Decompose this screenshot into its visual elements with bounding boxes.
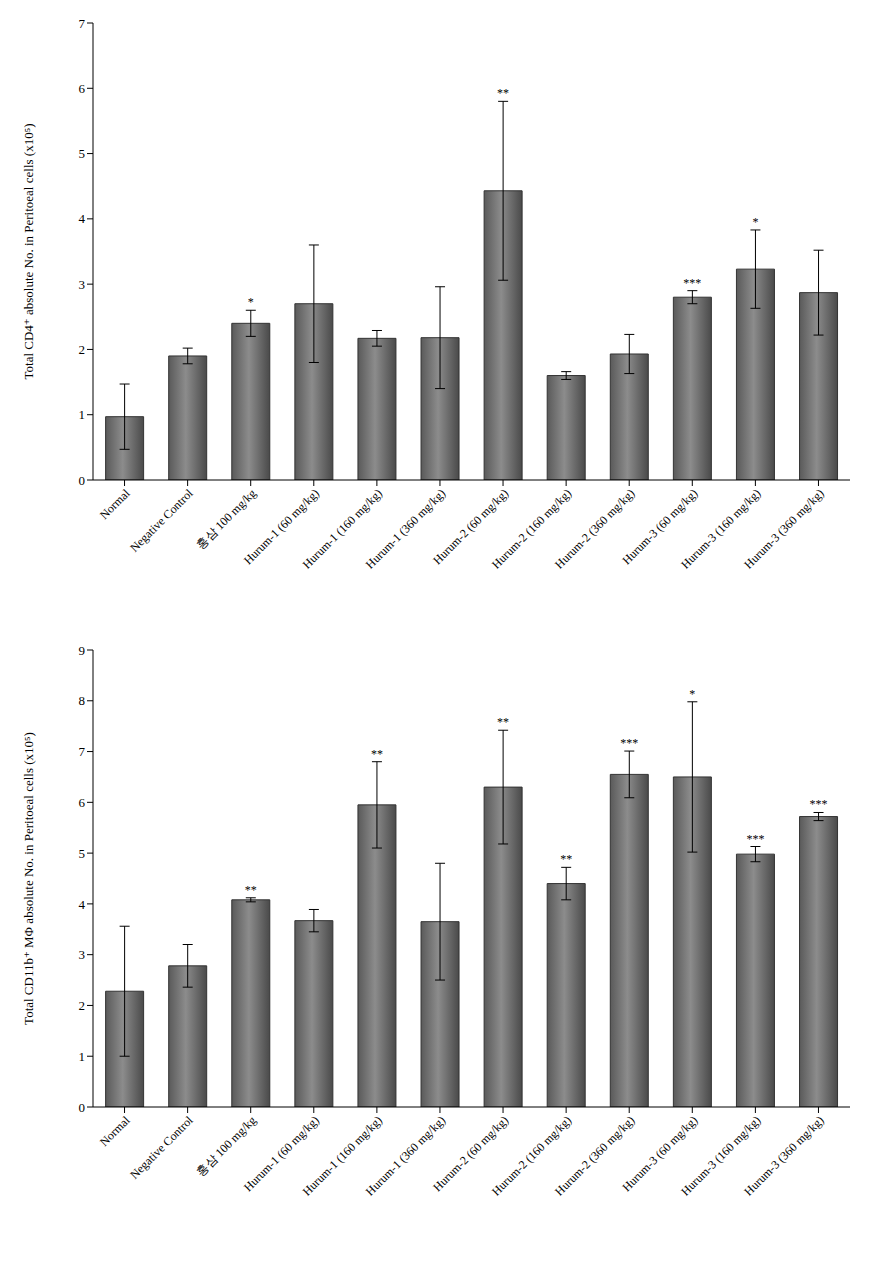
svg-text:1: 1 <box>79 1049 86 1064</box>
svg-text:Hurum-1 (160 mg/kg): Hurum-1 (160 mg/kg) <box>299 1113 385 1199</box>
svg-text:홍삼 100 mg/kg: 홍삼 100 mg/kg <box>193 1113 259 1179</box>
svg-text:Hurum-2 (160 mg/kg): Hurum-2 (160 mg/kg) <box>489 1113 575 1199</box>
svg-text:Hurum-3 (60 mg/kg): Hurum-3 (60 mg/kg) <box>619 486 701 568</box>
svg-text:7: 7 <box>79 16 86 31</box>
svg-text:2: 2 <box>79 998 86 1013</box>
svg-text:0: 0 <box>79 473 86 488</box>
svg-text:Normal: Normal <box>97 1113 133 1149</box>
svg-text:Negative Control: Negative Control <box>127 1113 196 1182</box>
svg-text:2: 2 <box>79 342 86 357</box>
svg-text:Hurum-1 (60 mg/kg): Hurum-1 (60 mg/kg) <box>240 1113 322 1195</box>
svg-text:5: 5 <box>79 846 86 861</box>
svg-text:**: ** <box>497 86 509 100</box>
svg-text:4: 4 <box>79 897 86 912</box>
svg-text:Hurum-2 (360 mg/kg): Hurum-2 (360 mg/kg) <box>552 486 638 572</box>
svg-text:Hurum-3 (360 mg/kg): Hurum-3 (360 mg/kg) <box>741 486 826 571</box>
svg-text:0: 0 <box>79 1100 86 1115</box>
svg-text:**: ** <box>560 852 572 866</box>
svg-text:6: 6 <box>79 81 86 96</box>
svg-text:Hurum-2 (60 mg/kg): Hurum-2 (60 mg/kg) <box>430 486 512 568</box>
svg-text:Negative Control: Negative Control <box>127 486 196 555</box>
svg-text:6: 6 <box>79 795 86 810</box>
svg-text:Hurum-3 (360 mg/kg): Hurum-3 (360 mg/kg) <box>741 1113 826 1198</box>
svg-text:Hurum-3 (160 mg/kg): Hurum-3 (160 mg/kg) <box>678 486 764 572</box>
svg-text:9: 9 <box>79 643 86 658</box>
svg-text:Total CD11b⁺ MΦ absolute No. i: Total CD11b⁺ MΦ absolute No. in Peritoea… <box>21 732 36 1025</box>
svg-text:8: 8 <box>79 693 86 708</box>
svg-text:Hurum-3 (60 mg/kg): Hurum-3 (60 mg/kg) <box>619 1113 701 1195</box>
svg-text:*: * <box>752 215 758 229</box>
svg-text:1: 1 <box>79 407 86 422</box>
svg-text:*: * <box>248 295 254 309</box>
svg-text:Hurum-2 (160 mg/kg): Hurum-2 (160 mg/kg) <box>489 486 575 572</box>
svg-text:3: 3 <box>79 947 86 962</box>
svg-text:***: *** <box>620 736 638 750</box>
svg-text:Hurum-2 (60 mg/kg): Hurum-2 (60 mg/kg) <box>430 1113 512 1195</box>
svg-text:5: 5 <box>79 146 86 161</box>
svg-text:***: *** <box>810 797 828 811</box>
svg-text:7: 7 <box>79 744 86 759</box>
svg-text:Hurum-1 (60 mg/kg): Hurum-1 (60 mg/kg) <box>240 486 322 568</box>
svg-text:Hurum-2 (360 mg/kg): Hurum-2 (360 mg/kg) <box>552 1113 638 1199</box>
svg-text:홍삼 100 mg/kg: 홍삼 100 mg/kg <box>193 486 259 552</box>
svg-text:**: ** <box>245 883 257 897</box>
svg-text:**: ** <box>371 747 383 761</box>
svg-text:3: 3 <box>79 277 86 292</box>
svg-text:Normal: Normal <box>97 486 133 522</box>
svg-text:***: *** <box>746 832 764 846</box>
svg-text:***: *** <box>683 276 701 290</box>
svg-text:Hurum-1 (160 mg/kg): Hurum-1 (160 mg/kg) <box>299 486 385 572</box>
svg-text:Total CD4⁺ absolute No. in Per: Total CD4⁺ absolute No. in Peritoeal cel… <box>21 124 36 380</box>
svg-text:*: * <box>689 687 695 701</box>
svg-text:Hurum-1 (360 mg/kg): Hurum-1 (360 mg/kg) <box>362 1113 449 1199</box>
svg-text:Hurum-1 (360 mg/kg): Hurum-1 (360 mg/kg) <box>362 486 449 572</box>
svg-text:**: ** <box>497 715 509 729</box>
svg-text:4: 4 <box>79 211 86 226</box>
svg-text:Hurum-3 (160 mg/kg): Hurum-3 (160 mg/kg) <box>678 1113 764 1199</box>
